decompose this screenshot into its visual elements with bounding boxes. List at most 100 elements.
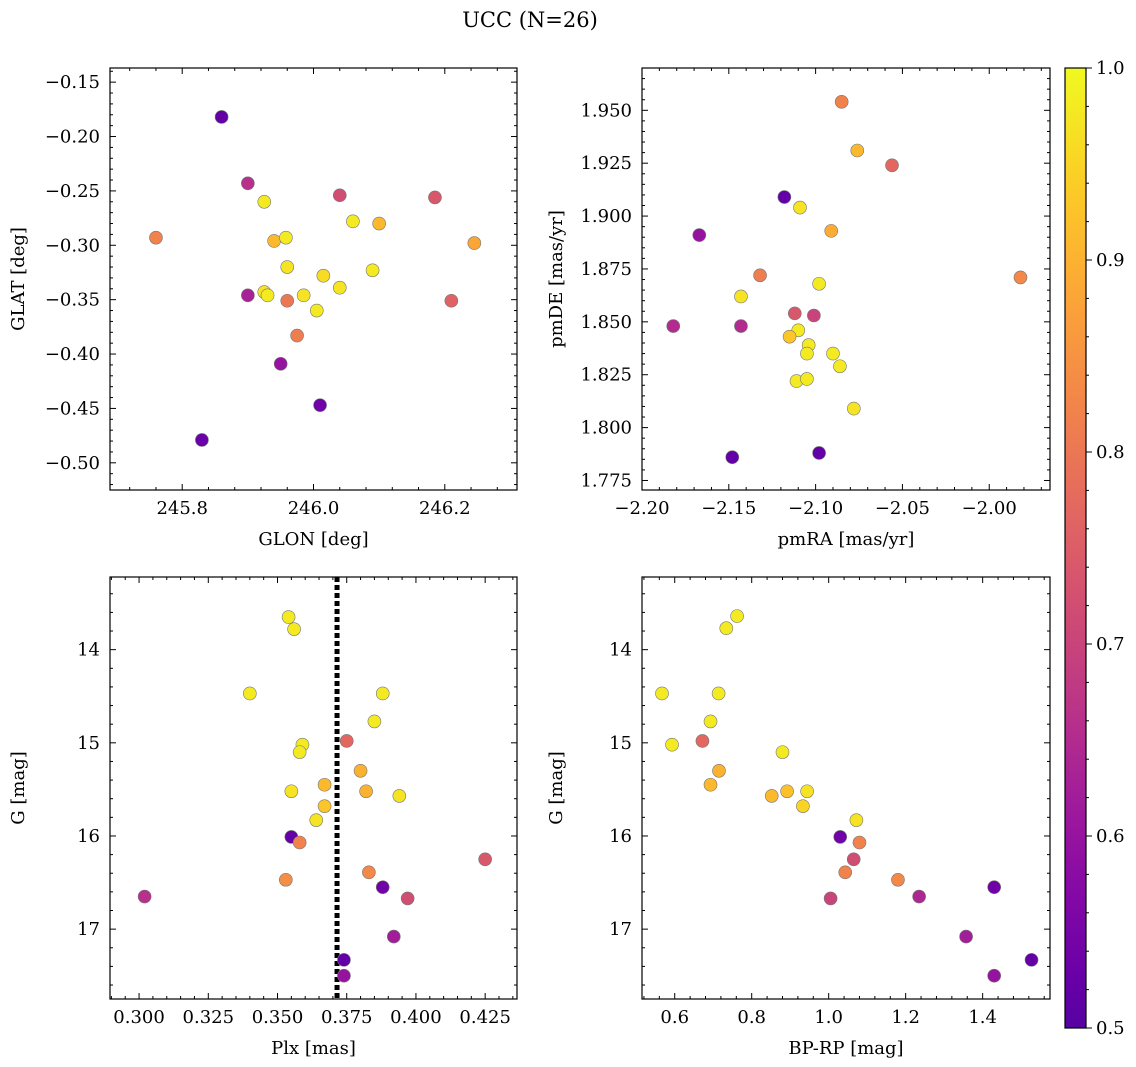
x-tick-label: 0.375: [321, 1007, 373, 1028]
y-tick-label: 1.900: [580, 206, 632, 227]
scatter-point: [365, 263, 380, 278]
colorbar-tick-label: 0.7: [1096, 634, 1125, 655]
scatter-point: [337, 968, 351, 983]
y-tick-label: 14: [77, 640, 100, 661]
scatter-point: [317, 777, 332, 792]
scatter-point: [281, 610, 296, 624]
scatter-point: [711, 686, 726, 701]
axes-frame: [641, 67, 1051, 491]
scatter-point: [775, 745, 790, 759]
scatter-point: [730, 609, 744, 623]
x-tick-label: 0.300: [113, 1007, 165, 1028]
scatter-point: [279, 872, 293, 887]
scatter-point: [149, 230, 163, 245]
y-tick-label: −0.35: [45, 290, 100, 311]
x-tick-label: 246.0: [288, 498, 340, 519]
y-axis-label: GLAT [deg]: [8, 227, 29, 331]
scatter-point: [885, 158, 899, 173]
y-tick-label: 15: [609, 733, 632, 754]
scatter-point: [1013, 270, 1028, 285]
scatter-point: [292, 745, 307, 759]
scatter-point: [359, 784, 373, 799]
scatter-point: [665, 737, 679, 752]
scatter-point: [280, 293, 295, 308]
figure-title: UCC (N=26): [462, 8, 598, 32]
scatter-point: [780, 784, 794, 799]
x-axis-label: pmRA [mas/yr]: [778, 529, 915, 550]
scatter-point: [782, 329, 797, 344]
y-tick-label: 1.775: [580, 470, 632, 491]
scatter-point: [284, 784, 299, 799]
scatter-point: [987, 968, 1001, 983]
scatter-point: [719, 621, 734, 636]
scatter-point: [787, 306, 802, 321]
scatter-point: [346, 214, 360, 229]
scatter-point: [800, 784, 814, 799]
scatter-point: [241, 288, 255, 303]
scatter-point: [478, 852, 492, 867]
panel-2: −2.20 −2.15 −2.10 −2.05 −2.00 1.775 1.800 1.825…: [546, 67, 1051, 550]
colorbar-tick-label: 0.8: [1096, 442, 1125, 463]
y-tick-label: −0.50: [45, 453, 100, 474]
scatter-point: [1024, 953, 1039, 967]
scatter-point: [292, 835, 307, 850]
x-tick-label: 0.325: [183, 1007, 235, 1028]
scatter-point: [800, 346, 814, 361]
scatter-point: [695, 734, 710, 748]
scatter-point: [137, 889, 152, 904]
scatter-point: [372, 216, 386, 231]
scatter-point: [849, 813, 864, 827]
colorbar: 0.5 0.6 0.7 0.8 0.9 1.0: [1064, 58, 1125, 1039]
axes-frame: [109, 67, 518, 491]
colorbar-tick-label: 0.6: [1096, 826, 1125, 847]
scatter-point: [812, 446, 826, 460]
scatter-point: [392, 789, 407, 803]
axes-frame: [109, 576, 518, 1000]
y-axis-label: G [mag]: [546, 751, 567, 824]
y-tick-label: 1.800: [580, 418, 632, 439]
x-tick-label: 1.0: [814, 1007, 843, 1028]
scatter-point: [313, 398, 327, 412]
x-tick-label: −2.00: [962, 498, 1017, 519]
y-tick-label: 16: [609, 826, 632, 847]
scatter-point: [764, 789, 779, 803]
x-tick-label: 0.6: [660, 1007, 689, 1028]
scatter-point: [850, 143, 865, 158]
scatter-point: [712, 763, 726, 778]
scatter-point: [912, 889, 926, 904]
scatter-point: [833, 830, 848, 844]
scatter-point: [793, 200, 807, 215]
scatter-point: [692, 228, 707, 242]
scatter-point: [339, 734, 354, 748]
scatter-point: [753, 268, 767, 283]
scatter-point: [279, 230, 293, 245]
scatter-point: [296, 288, 311, 303]
y-tick-label: −0.40: [45, 344, 100, 365]
scatter-point: [214, 110, 229, 124]
y-tick-label: 16: [77, 826, 100, 847]
scatter-point: [367, 714, 382, 729]
scatter-point: [823, 891, 838, 906]
scatter-point: [703, 714, 718, 729]
scatter-point: [309, 813, 324, 827]
y-tick-label: 17: [609, 919, 632, 940]
y-tick-label: 15: [77, 733, 100, 754]
scatter-point: [309, 303, 324, 318]
scatter-point: [400, 891, 415, 906]
x-tick-label: 246.2: [419, 498, 471, 519]
scatter-point: [280, 260, 295, 274]
scatter-points: [655, 609, 1039, 983]
scatter-point: [243, 686, 257, 701]
scatter-point: [987, 880, 1001, 895]
x-axis-label: BP-RP [mag]: [788, 1038, 903, 1059]
scatter-point: [273, 357, 288, 371]
scatter-point: [834, 95, 849, 109]
y-tick-label: 14: [609, 640, 632, 661]
scatter-point: [838, 865, 853, 880]
scatter-point: [287, 622, 301, 636]
scatter-point: [317, 799, 332, 813]
colorbar-gradient: [1064, 67, 1087, 1029]
x-axis-label: GLON [deg]: [258, 529, 368, 550]
scatter-point: [316, 268, 331, 283]
